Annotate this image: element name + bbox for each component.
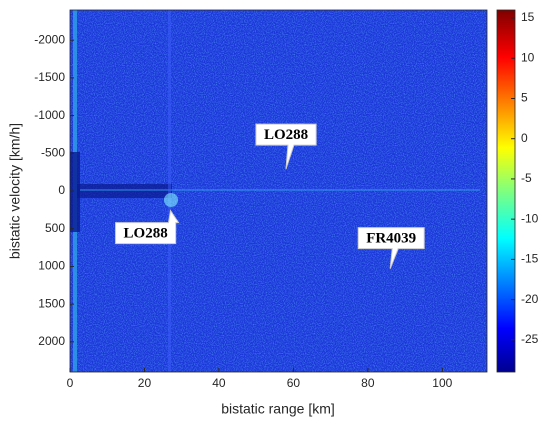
x-tick-label: 40: [212, 376, 226, 390]
annotation-callout: [255, 123, 317, 170]
colorbar-tick-label: -5: [521, 171, 532, 185]
x-tick-label: 80: [361, 376, 375, 390]
x-tick-label: 60: [287, 376, 301, 390]
zero-doppler: [80, 189, 480, 191]
target-column: [168, 10, 171, 372]
colorbar-tick-label: -15: [521, 252, 539, 266]
colorbar-tick-label: -10: [521, 211, 539, 225]
annotation: LO288: [124, 226, 168, 242]
annotation: LO288: [264, 127, 308, 143]
annotation-callout: [115, 209, 180, 245]
colorbar-tick-label: -25: [521, 332, 539, 346]
y-tick-label: 0: [58, 183, 65, 197]
clutter-block: [70, 152, 80, 232]
annotation: FR4039: [366, 231, 416, 247]
x-tick-label: 0: [67, 376, 74, 390]
y-tick-label: 2000: [38, 334, 65, 348]
annotation-callout: [357, 227, 425, 269]
x-tick-label: 100: [432, 376, 452, 390]
colorbar-tick-label: -20: [521, 292, 539, 306]
y-axis-label: bistatic velocity [km/h]: [7, 123, 23, 259]
x-tick-label: 20: [138, 376, 152, 390]
y-tick-label: -1000: [34, 108, 65, 122]
colorbar-tick-label: 15: [521, 10, 535, 24]
target-echo: [164, 193, 178, 207]
colorbar-tick-label: 5: [521, 91, 528, 105]
y-tick-label: -1500: [34, 70, 65, 84]
y-tick-label: -2000: [34, 32, 65, 46]
heatmap-area: [70, 10, 487, 372]
colorbar-tick-label: 10: [521, 50, 535, 64]
y-tick-label: 1000: [38, 259, 65, 273]
colorbar: [496, 9, 516, 373]
y-tick-label: 1500: [38, 296, 65, 310]
y-tick-label: -500: [41, 145, 65, 159]
colorbar-tick-label: 0: [521, 131, 528, 145]
clutter-stripe: [77, 184, 172, 198]
y-tick-label: 500: [45, 221, 65, 235]
x-axis-label: bistatic range [km]: [221, 401, 335, 417]
